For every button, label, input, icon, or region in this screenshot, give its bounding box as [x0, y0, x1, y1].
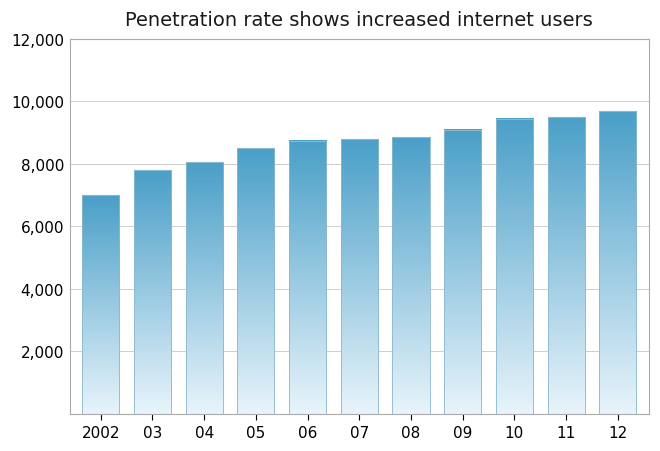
Title: Penetration rate shows increased internet users: Penetration rate shows increased interne…	[125, 11, 593, 30]
